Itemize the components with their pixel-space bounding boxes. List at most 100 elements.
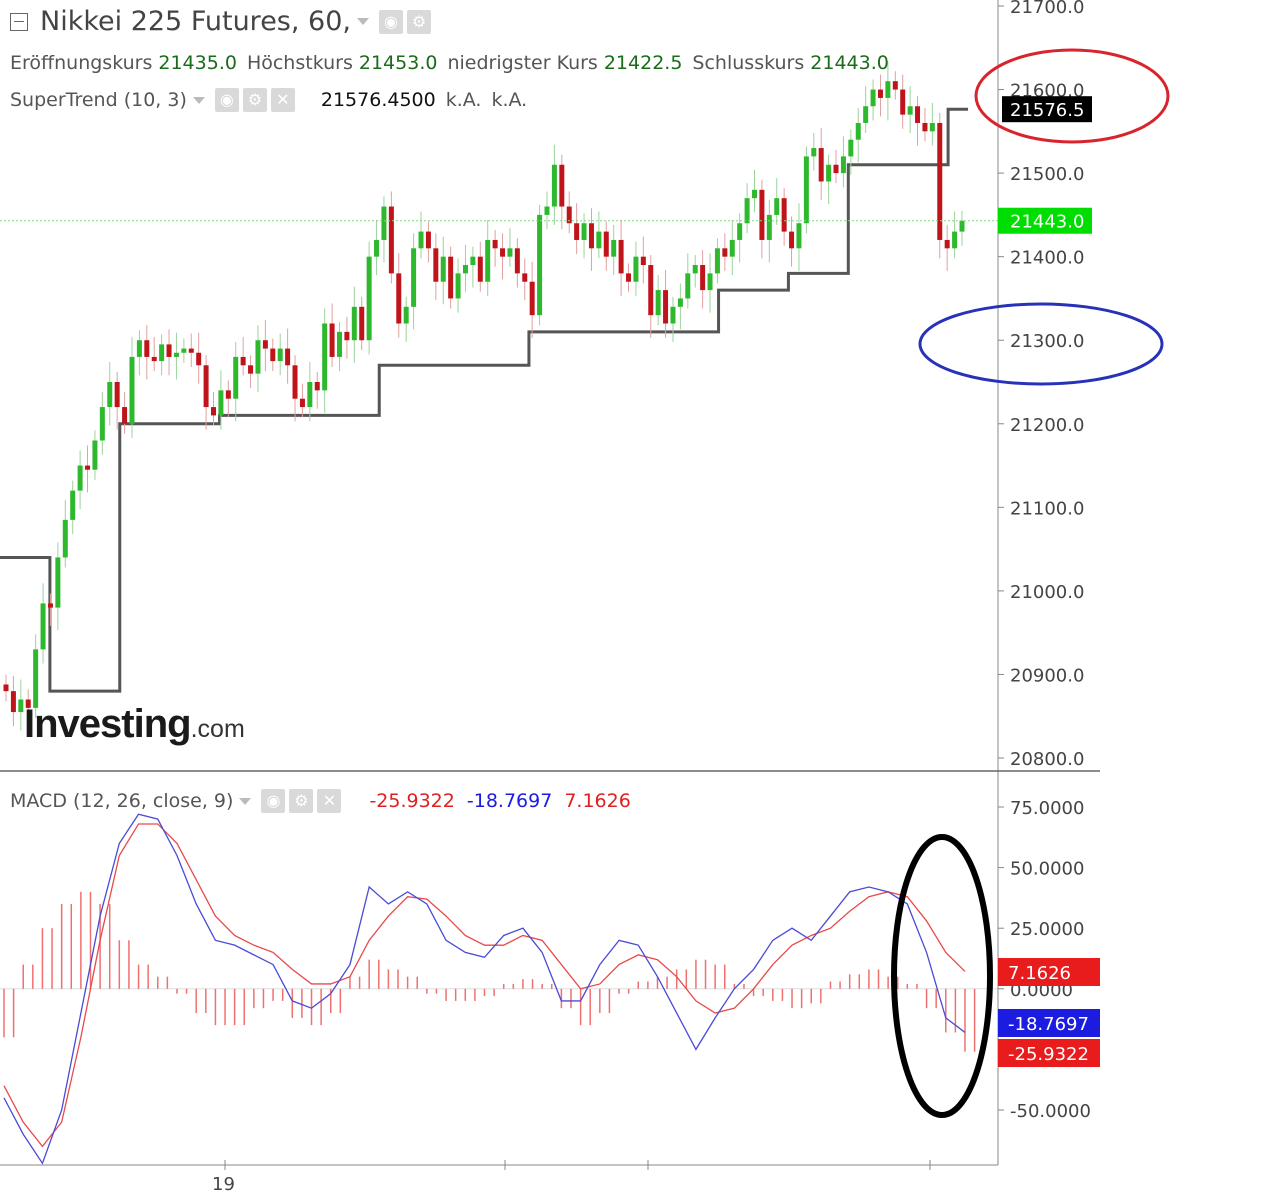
candle-body [433, 248, 439, 282]
candle-body [285, 348, 291, 366]
candle-body [811, 148, 817, 157]
candle-body [796, 223, 802, 249]
open-value: 21435.0 [158, 52, 237, 74]
candle-body [314, 382, 320, 391]
price-tick-label: 21700.0 [1010, 0, 1084, 18]
candle-body [588, 223, 594, 249]
candle-body [892, 81, 898, 90]
candle-body [670, 306, 676, 324]
candle-body [173, 352, 179, 357]
candle-body [418, 231, 424, 249]
candle-body [922, 122, 928, 132]
eye-icon[interactable]: ◉ [214, 88, 239, 112]
candle-body [47, 603, 53, 608]
candle-body [203, 365, 209, 408]
logo-main: Investing [24, 702, 192, 746]
price-tick-label: 21500.0 [1010, 164, 1084, 185]
close-icon[interactable]: ✕ [317, 789, 342, 813]
gear-icon[interactable]: ⚙ [289, 789, 314, 813]
supertrend-path [0, 107, 969, 693]
collapse-icon[interactable] [10, 12, 28, 31]
candle-body [25, 699, 31, 708]
candle-body [374, 239, 380, 257]
candle-body [381, 206, 387, 240]
candles [3, 61, 965, 731]
candle-body [870, 89, 876, 107]
logo-suffix: .com [190, 715, 245, 743]
black-annotation-ellipse [891, 834, 993, 1118]
candle-body [255, 340, 261, 374]
candle-body [959, 220, 965, 232]
macd-signal-tag [998, 958, 1100, 986]
gear-icon[interactable]: ⚙ [406, 9, 431, 34]
candle-body [840, 156, 846, 174]
candle-body [863, 106, 869, 123]
eye-icon[interactable]: ◉ [261, 789, 286, 813]
candle-body [648, 265, 654, 316]
candle-body [640, 256, 646, 266]
price-tick-label: 21000.0 [1010, 582, 1084, 603]
macd-line-value: -18.7697 [466, 790, 553, 812]
candle-body [225, 390, 231, 399]
candle-body [440, 256, 446, 282]
candle-body [396, 273, 402, 324]
supertrend-legend: SuperTrend (10, 3) ◉ ⚙ ✕ 21576.4500 k.A.… [10, 88, 537, 112]
close-value: 21443.0 [810, 52, 889, 74]
chevron-down-icon[interactable] [192, 96, 205, 104]
candle-body [425, 231, 431, 249]
chevron-down-icon[interactable] [239, 797, 252, 805]
candle-body [566, 206, 572, 224]
candle-body [611, 239, 617, 257]
candle-body [299, 398, 305, 408]
red-annotation-ellipse [974, 48, 1170, 144]
candle-body [766, 214, 772, 240]
supertrend-line [0, 107, 969, 693]
candle-body [900, 89, 906, 115]
candle-body [85, 465, 91, 470]
close-icon[interactable]: ✕ [270, 88, 295, 112]
candle-body [544, 206, 550, 215]
candle-body [40, 603, 46, 650]
macd-histogram-tag-label: -25.9322 [1008, 1044, 1089, 1065]
macd-pane [0, 813, 998, 1165]
time-tick-label: 19 [212, 1174, 235, 1195]
annotations [891, 48, 1170, 1118]
candle-body [789, 231, 795, 249]
candle-body [388, 206, 394, 274]
candle-body [774, 198, 780, 215]
candle-body [344, 331, 350, 341]
na-value-1: k.A. [445, 89, 482, 111]
candle-body [877, 89, 883, 98]
candle-body [329, 323, 335, 357]
blue-annotation-ellipse [918, 302, 1164, 386]
candle-body [700, 265, 706, 291]
macd-legend: MACD (12, 26, close, 9) ◉ ⚙ ✕ -25.9322 -… [10, 789, 631, 813]
candle-body [751, 189, 757, 199]
low-value: 21422.5 [603, 52, 683, 74]
candle-body [500, 248, 506, 257]
candle-body [714, 248, 720, 274]
macd-tick-label: 25.0000 [1010, 919, 1084, 940]
eye-icon[interactable]: ◉ [378, 9, 403, 34]
gear-icon[interactable]: ⚙ [242, 88, 267, 112]
supertrend-label: 21576.5 [1010, 100, 1084, 121]
candle-body [99, 407, 105, 441]
candle-body [270, 348, 276, 362]
candle-body [722, 248, 728, 257]
candle-body [781, 198, 787, 232]
candle-body [10, 691, 16, 713]
candle-body [677, 298, 683, 307]
symbol-title-row: Nikkei 225 Futures, 60, ◉ ⚙ [10, 6, 435, 37]
candle-body [522, 273, 528, 282]
candle-body [492, 239, 498, 249]
candle-body [470, 256, 476, 266]
price-axis: 21700.021600.021500.021400.021300.021200… [0, 0, 1100, 1195]
candle-body [455, 273, 461, 299]
chevron-down-icon[interactable] [356, 18, 369, 25]
candle-body [92, 440, 98, 470]
na-value-2: k.A. [491, 89, 528, 111]
macd-tick-label: 50.0000 [1010, 859, 1084, 880]
macd-line [3, 813, 966, 1165]
candle-body [537, 214, 543, 316]
price-tick-label: 20900.0 [1010, 665, 1084, 686]
